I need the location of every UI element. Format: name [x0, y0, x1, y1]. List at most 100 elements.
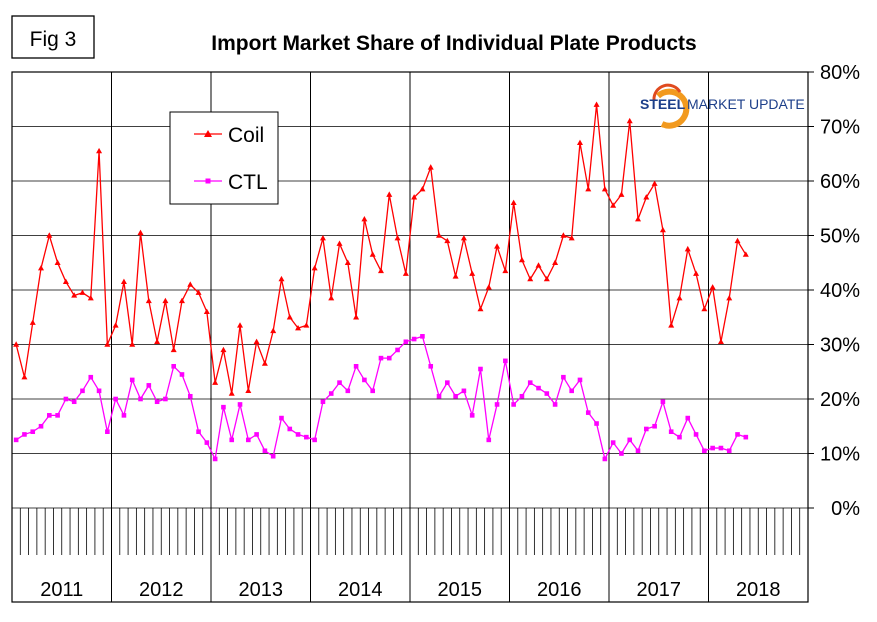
data-point-ctl: [71, 399, 77, 405]
data-point-ctl: [403, 339, 409, 345]
data-point-coil: [386, 191, 393, 197]
data-point-ctl: [735, 432, 740, 437]
y-axis-tick-labels: 0% 10% 20% 30% 40% 50% 60% 70% 80%: [820, 62, 860, 520]
legend-box: [169, 111, 279, 205]
data-point-coil: [253, 338, 260, 344]
data-point-coil: [137, 229, 144, 235]
steel-market-update-logo: STEEL MARKET UPDATE: [640, 83, 805, 129]
y-tick-label: 80%: [820, 62, 860, 84]
data-point-coil: [626, 117, 633, 124]
data-point-ctl: [619, 451, 624, 456]
data-point-coil: [510, 199, 517, 205]
data-point-coil: [71, 292, 78, 298]
data-point-ctl: [171, 364, 176, 369]
data-point-ctl: [179, 372, 185, 377]
year-label-2018: 2018: [736, 579, 781, 601]
data-point-coil: [220, 346, 227, 353]
data-point-coil: [270, 327, 277, 334]
data-point-coil: [29, 319, 36, 325]
data-point-ctl: [146, 383, 152, 388]
data-point-ctl: [345, 388, 351, 394]
year-label-2017: 2017: [637, 579, 682, 601]
y-tick-label: 50%: [820, 226, 860, 248]
data-point-ctl: [304, 434, 309, 440]
data-point-coil: [402, 270, 409, 276]
data-point-coil: [701, 305, 708, 312]
data-point-coil: [552, 259, 559, 265]
x-axis-year-cells: 2011 2012 2013 2014 2015 2016 2017 2018: [40, 72, 781, 602]
chart-title: Import Market Share of Individual Plate …: [211, 32, 696, 55]
data-point-ctl: [221, 404, 226, 410]
year-label-2013: 2013: [239, 579, 284, 601]
data-point-ctl: [693, 432, 699, 437]
data-point-ctl: [154, 399, 160, 405]
chart-legend: Coil CTL: [169, 111, 279, 205]
y-tick-label: 10%: [820, 444, 860, 466]
data-point-ctl: [295, 432, 301, 437]
data-point-ctl: [635, 448, 641, 454]
data-point-ctl: [22, 432, 27, 437]
logo-text-steel: STEEL: [640, 96, 686, 112]
data-point-ctl: [187, 393, 193, 399]
data-point-coil: [502, 267, 509, 274]
data-point-ctl: [685, 415, 691, 421]
data-point-ctl: [519, 393, 525, 399]
data-point-coil: [726, 294, 733, 301]
data-point-coil: [610, 202, 617, 208]
data-point-coil: [336, 240, 343, 246]
y-tick-label: 20%: [820, 389, 860, 411]
data-point-ctl: [337, 380, 342, 385]
data-point-ctl: [411, 336, 417, 342]
data-point-coil: [245, 387, 252, 394]
data-point-coil: [120, 278, 127, 285]
data-point-coil: [62, 278, 69, 285]
data-point-coil: [154, 338, 161, 344]
data-point-coil: [195, 289, 202, 295]
year-label-2011: 2011: [40, 579, 83, 601]
data-point-ctl: [13, 437, 19, 443]
data-point-coil: [369, 251, 376, 257]
data-point-ctl: [254, 432, 259, 437]
data-point-ctl: [718, 445, 724, 451]
year-label-2016: 2016: [537, 579, 582, 601]
data-point-ctl: [237, 402, 243, 407]
data-point-coil: [568, 235, 575, 241]
data-point-ctl: [395, 347, 400, 353]
data-point-coil: [21, 374, 28, 380]
data-point-coil: [411, 194, 418, 200]
data-point-coil: [187, 281, 194, 287]
data-point-coil: [104, 341, 111, 347]
year-label-2012: 2012: [139, 579, 184, 601]
legend-ctl-marker: [205, 178, 211, 184]
data-point-ctl: [478, 366, 483, 372]
data-point-coil: [145, 297, 152, 304]
data-point-ctl: [469, 413, 475, 418]
data-point-ctl: [627, 437, 633, 443]
data-point-ctl: [88, 374, 94, 380]
data-point-ctl: [494, 402, 500, 407]
data-point-coil: [535, 262, 542, 268]
data-point-ctl: [312, 437, 317, 443]
y-tick-label: 60%: [820, 171, 860, 193]
data-point-ctl: [262, 448, 268, 454]
data-point-ctl: [204, 440, 210, 445]
data-point-coil: [328, 294, 335, 301]
data-point-ctl: [246, 437, 251, 443]
data-point-ctl: [660, 399, 666, 405]
data-point-coil: [311, 265, 318, 271]
data-point-coil: [13, 341, 20, 347]
data-point-coil: [129, 341, 136, 347]
y-tick-label: 70%: [820, 117, 860, 139]
legend-coil-label: Coil: [228, 124, 264, 147]
legend-ctl-label: CTL: [228, 171, 268, 194]
data-point-coil: [601, 185, 608, 192]
data-point-coil: [427, 164, 434, 170]
data-point-ctl: [585, 410, 591, 415]
data-point-coil: [643, 194, 650, 200]
data-point-coil: [742, 251, 749, 257]
data-point-ctl: [453, 393, 458, 399]
data-point-ctl: [113, 396, 118, 402]
data-point-ctl: [428, 364, 434, 369]
data-point-ctl: [710, 445, 715, 451]
logo-swoosh-icon: [656, 88, 690, 129]
